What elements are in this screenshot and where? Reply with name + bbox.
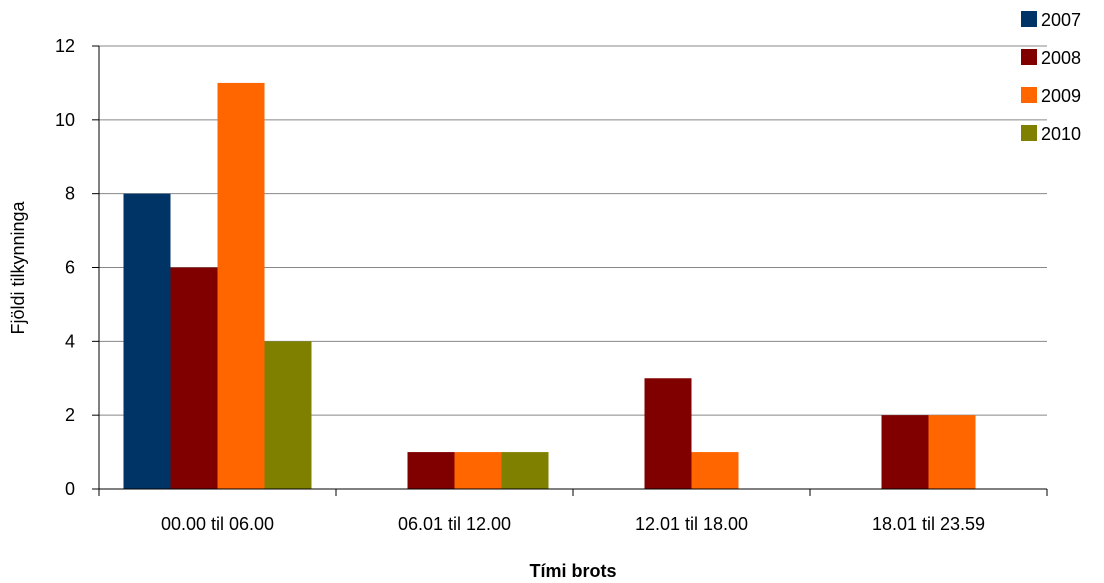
legend-label: 2009 [1041, 86, 1081, 106]
bar-2008-4 [881, 415, 929, 489]
bar-2008-3 [644, 378, 692, 489]
x-tick-labels: 00.00 til 06.00 06.01 til 12.00 12.01 til … [161, 514, 985, 534]
legend-swatch [1021, 49, 1037, 65]
bar-2008-1 [170, 267, 218, 489]
legend-swatch [1021, 125, 1037, 141]
legend: 2007 2008 2009 2010 [1021, 10, 1081, 144]
y-tick-labels: 0 2 4 6 8 10 12 [55, 36, 75, 499]
axes [92, 45, 1048, 496]
bars [123, 82, 976, 490]
bar-2010-2 [501, 452, 549, 489]
x-axis-title: Tími brots [529, 561, 616, 581]
y-tick-label: 4 [65, 331, 75, 351]
bar-2010-1 [264, 341, 312, 489]
x-tick-label: 00.00 til 06.00 [161, 514, 274, 534]
y-tick-label: 2 [65, 405, 75, 425]
bar-2009-3 [691, 452, 739, 489]
legend-swatch [1021, 11, 1037, 27]
y-tick-label: 10 [55, 110, 75, 130]
bar-2009-4 [928, 415, 976, 489]
bar-2009-1 [217, 82, 265, 490]
x-tick-label: 18.01 til 23.59 [872, 514, 985, 534]
y-tick-label: 12 [55, 36, 75, 56]
legend-swatch [1021, 87, 1037, 103]
y-tick-label: 6 [65, 258, 75, 278]
y-tick-label: 8 [65, 184, 75, 204]
bar-2007-1 [123, 193, 171, 489]
bar-2008-2 [407, 452, 455, 489]
legend-label: 2008 [1041, 48, 1081, 68]
y-axis-title: Fjöldi tilkynninga [8, 200, 28, 334]
bar-2009-2 [454, 452, 502, 489]
x-tick-label: 12.01 til 18.00 [635, 514, 748, 534]
y-tick-label: 0 [65, 479, 75, 499]
legend-label: 2007 [1041, 10, 1081, 30]
x-tick-label: 06.01 til 12.00 [398, 514, 511, 534]
legend-label: 2010 [1041, 124, 1081, 144]
